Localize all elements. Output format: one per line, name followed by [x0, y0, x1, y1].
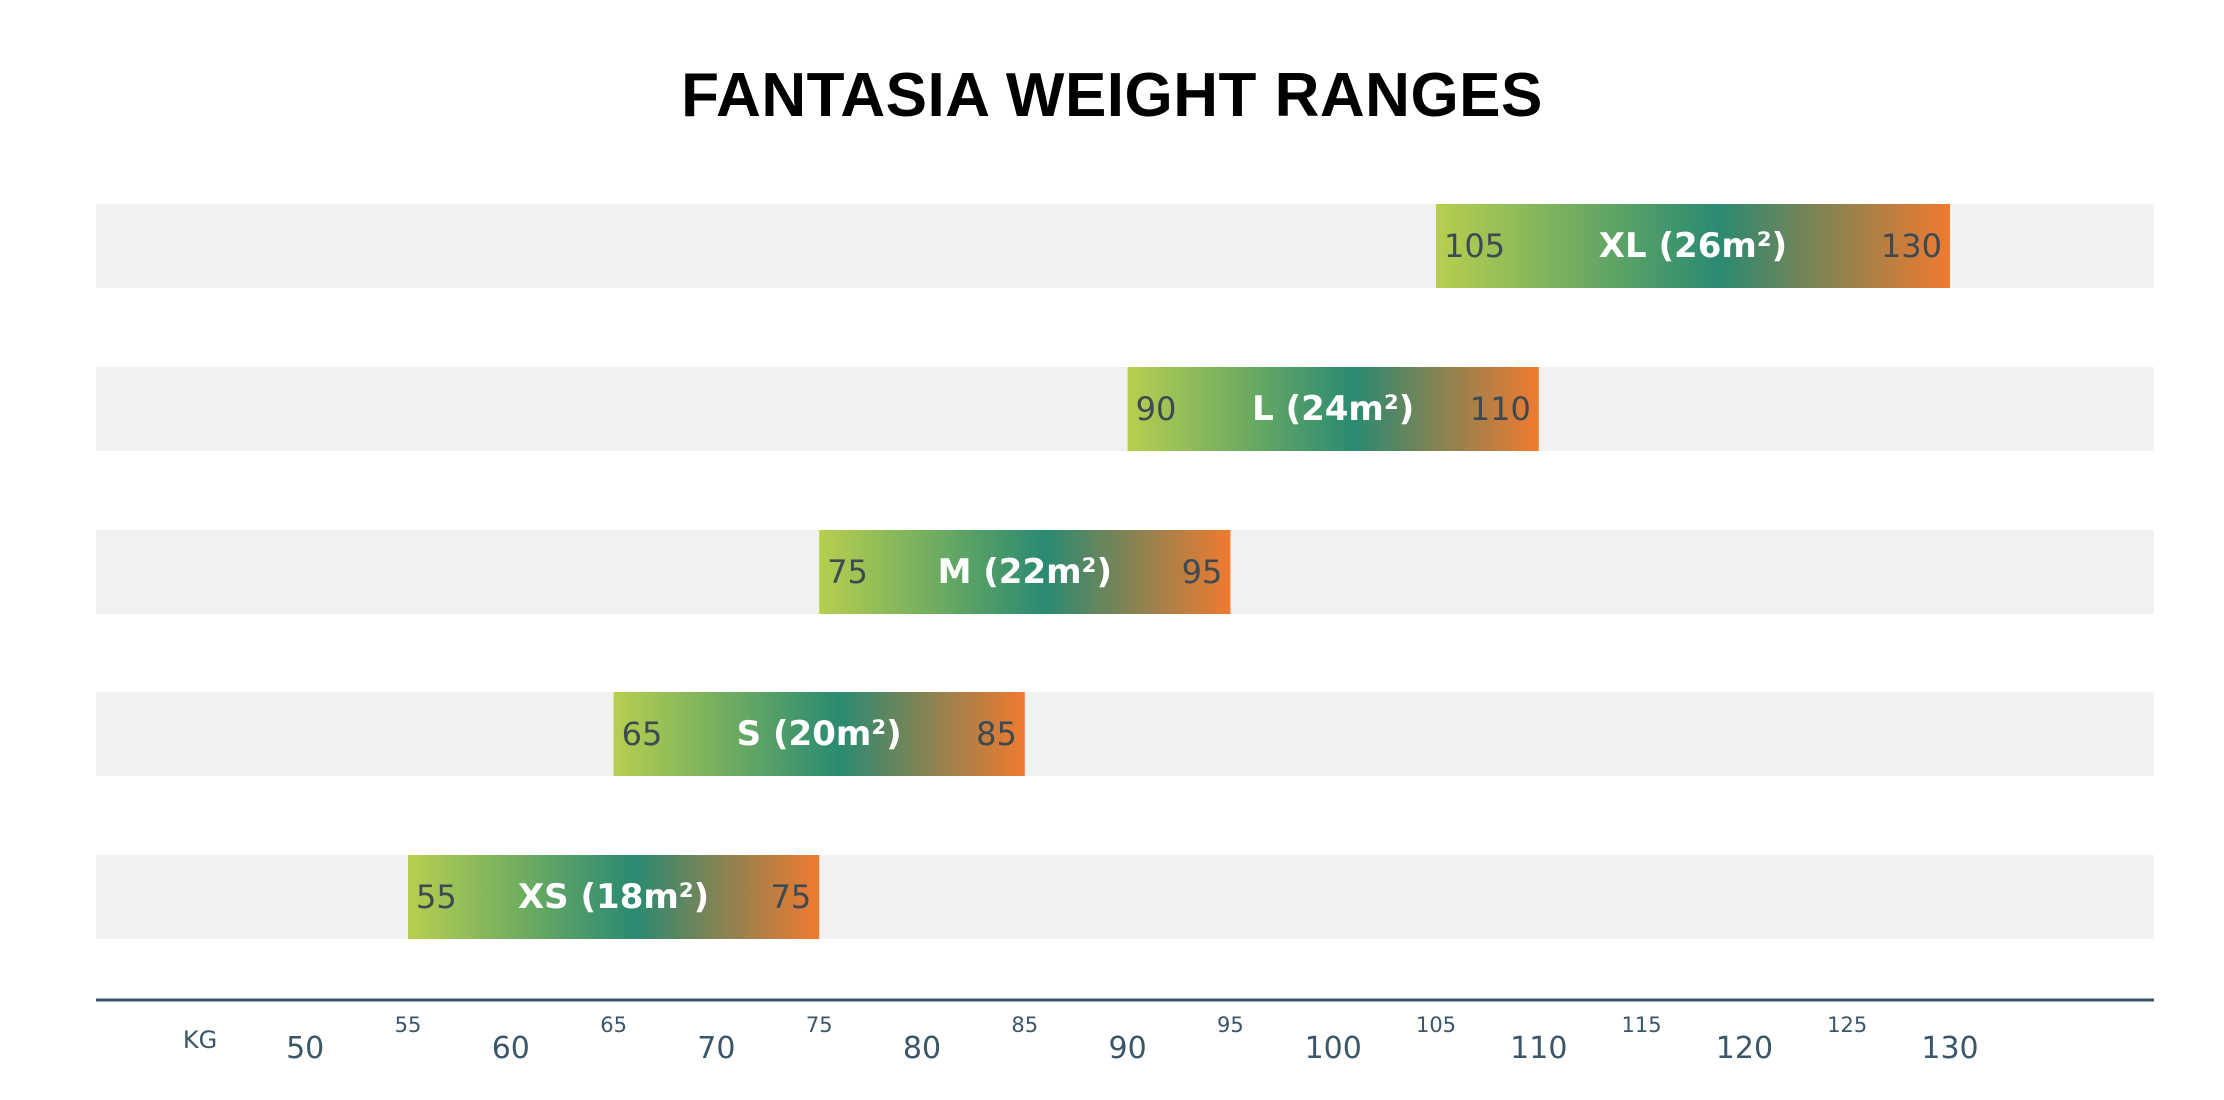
range-max-label: 75	[770, 878, 811, 916]
x-tick-label: 90	[1109, 1031, 1147, 1066]
x-minor-tick-label: 115	[1622, 1013, 1662, 1037]
x-tick-label: 80	[903, 1031, 941, 1066]
x-minor-tick-label: 55	[395, 1013, 422, 1037]
range-min-label: 55	[416, 878, 457, 916]
x-minor-tick-label: 65	[600, 1013, 627, 1037]
x-minor-tick-label: 125	[1827, 1013, 1867, 1037]
range-bar: 65 85 S (20m²)	[613, 692, 1025, 776]
range-min-label: 90	[1136, 390, 1177, 428]
size-label: L (24m²)	[1252, 389, 1414, 429]
range-min-label: 105	[1444, 227, 1505, 265]
size-label: M (22m²)	[938, 552, 1112, 592]
row-track	[96, 855, 2154, 939]
range-max-label: 130	[1881, 227, 1942, 265]
x-minor-tick-label: 75	[806, 1013, 833, 1037]
range-max-label: 85	[976, 715, 1017, 753]
chart-title: FANTASIA WEIGHT RANGES	[681, 61, 1543, 130]
range-bar-fill	[1127, 367, 1539, 451]
x-tick-label: 60	[492, 1031, 530, 1066]
range-bar-fill	[613, 692, 1025, 776]
row-track	[96, 367, 2154, 451]
range-min-label: 65	[622, 715, 663, 753]
size-label: XS (18m²)	[518, 877, 709, 917]
range-bar-fill	[408, 855, 820, 939]
axis-unit-label: KG	[183, 1026, 217, 1054]
size-label: S (20m²)	[737, 714, 902, 754]
range-max-label: 95	[1182, 553, 1223, 591]
x-tick-label: 70	[697, 1031, 735, 1066]
row-track	[96, 692, 2154, 776]
x-tick-label: 130	[1921, 1031, 1978, 1066]
x-minor-tick-label: 85	[1011, 1013, 1038, 1037]
range-bar-fill	[819, 530, 1231, 614]
x-tick-label: 120	[1716, 1031, 1773, 1066]
x-tick-label: 50	[286, 1031, 324, 1066]
range-max-label: 110	[1470, 390, 1531, 428]
range-min-label: 75	[827, 553, 868, 591]
range-bar: 75 95 M (22m²)	[819, 530, 1231, 614]
x-minor-tick-label: 105	[1416, 1013, 1456, 1037]
x-minor-tick-label: 95	[1217, 1013, 1244, 1037]
range-bar: 105 130 XL (26m²)	[1436, 204, 1950, 288]
range-bar: 90 110 L (24m²)	[1127, 367, 1539, 451]
size-label: XL (26m²)	[1599, 226, 1787, 266]
x-tick-label: 110	[1510, 1031, 1567, 1066]
range-bar-fill	[1436, 204, 1950, 288]
range-bar: 55 75 XS (18m²)	[408, 855, 820, 939]
x-tick-label: 100	[1305, 1031, 1362, 1066]
